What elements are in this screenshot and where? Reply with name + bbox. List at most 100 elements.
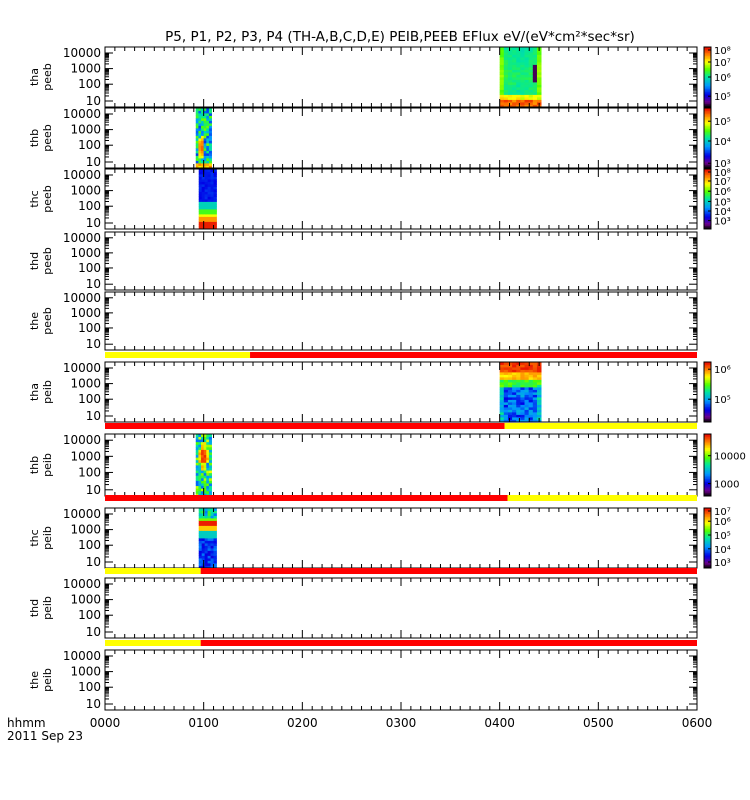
- spectrogram-cell: [499, 414, 505, 418]
- spectrogram-cell: [532, 369, 538, 373]
- spectrogram-cell: [524, 67, 530, 70]
- spectrogram-cell: [207, 528, 211, 531]
- spectrogram-cell: [208, 120, 212, 124]
- colorbar-step: [704, 404, 711, 406]
- colorbar-step: [704, 162, 711, 164]
- y-tick-label: 10000: [63, 107, 101, 121]
- spectrogram-cell: [213, 176, 217, 180]
- spectrogram-cell: [516, 397, 521, 400]
- spectrogram-cell: [204, 513, 209, 516]
- spectrogram-cell: [204, 221, 209, 225]
- spectrogram-cell: [499, 384, 505, 388]
- spectrogram-cell: [213, 226, 217, 230]
- spectrogram-cell: [512, 92, 517, 95]
- spectrogram-cell: [503, 54, 509, 58]
- spectrogram-cell: [201, 140, 205, 144]
- colorbar-step: [704, 488, 711, 491]
- colorbar-step: [704, 530, 711, 533]
- spectrogram-cell: [536, 367, 542, 370]
- spectrogram-cell: [207, 184, 211, 187]
- spectrogram-cell: [201, 543, 206, 546]
- spectrogram-cell: [201, 528, 206, 531]
- panel-label-instrument: peib: [41, 526, 54, 550]
- spectrogram-cell: [201, 533, 206, 536]
- panel-label-probe: tha: [28, 383, 41, 401]
- spectrogram-cell: [198, 560, 203, 564]
- spectrogram-cell: [201, 548, 206, 551]
- spectrogram-cell: [203, 488, 207, 492]
- spectrogram-cell: [201, 518, 206, 521]
- colorbar-step: [704, 541, 711, 543]
- spectrogram-cell: [201, 204, 206, 207]
- spectrogram-cell: [206, 449, 210, 453]
- spectrogram-cell: [206, 434, 210, 437]
- colorbar-step: [704, 480, 711, 483]
- colorbar-step: [704, 179, 711, 182]
- spectrogram-cell: [204, 548, 209, 551]
- spectrogram-cell: [206, 155, 210, 159]
- spectrogram-cell: [195, 108, 199, 111]
- mode-bar-yellow: [105, 640, 201, 646]
- spectrogram-cell: [528, 419, 534, 423]
- colorbar-step: [704, 381, 711, 384]
- spectrogram-cell: [208, 477, 212, 481]
- spectrogram-cell: [532, 382, 538, 385]
- spectrogram-cell: [528, 99, 534, 103]
- colorbar-step: [704, 59, 711, 61]
- spectrogram-cell: [503, 362, 509, 365]
- spectrogram-cell: [512, 394, 517, 398]
- colorbar-step: [704, 182, 711, 185]
- colorbar-tick-label: 10⁴: [714, 207, 731, 218]
- spectrogram-cell: [516, 392, 521, 395]
- spectrogram-cell: [516, 92, 521, 95]
- spectrogram-cell: [201, 555, 206, 559]
- spectrogram-cell: [201, 158, 205, 161]
- spectrogram-cell: [528, 392, 534, 395]
- spectrogram-cell: [210, 196, 214, 200]
- spectrogram-cell: [204, 523, 209, 526]
- colorbar-tick-label: 10³: [714, 558, 731, 569]
- colorbar-step: [704, 129, 711, 131]
- spectrogram-cell: [503, 392, 509, 395]
- spectrogram-cell: [528, 367, 534, 370]
- colorbar-step: [704, 188, 711, 191]
- spectrogram-cell: [532, 59, 538, 63]
- colorbar-step: [704, 465, 711, 468]
- spectrogram-cell: [507, 62, 513, 65]
- spectrogram-cell: [536, 87, 542, 90]
- spectrogram-cell: [208, 439, 212, 443]
- spectrogram-cell: [520, 74, 525, 78]
- spectrogram-cell: [210, 560, 214, 564]
- panel-frame: [104, 577, 698, 639]
- colorbar-step: [704, 194, 711, 197]
- spectrogram-cell: [203, 446, 207, 450]
- spectrogram-cell: [536, 374, 542, 378]
- colorbar-step: [704, 118, 711, 121]
- spectrogram-cell: [503, 382, 509, 385]
- colorbar-step: [704, 205, 711, 207]
- spectrogram-cell: [198, 462, 202, 466]
- spectrogram-cell: [207, 209, 211, 212]
- spectrogram-cell: [507, 384, 513, 388]
- spectrogram-cell: [516, 389, 521, 393]
- spectrogram-cell: [213, 538, 217, 541]
- spectrogram-cell: [524, 399, 530, 403]
- spectrogram-cell: [198, 113, 202, 116]
- spectrogram-cell: [516, 77, 521, 80]
- colorbar-step: [704, 478, 711, 481]
- colorbar-step: [704, 544, 711, 546]
- mode-bar-yellow: [507, 495, 697, 501]
- spectrogram-cell: [198, 115, 202, 119]
- spectrogram-cell: [198, 563, 203, 566]
- spectrogram-cell: [201, 135, 205, 139]
- y-tick-label: 10: [86, 337, 101, 351]
- spectrogram-cell: [524, 87, 530, 90]
- spectrogram-cell: [507, 362, 513, 365]
- spectrogram-cell: [195, 465, 199, 468]
- spectrogram-cell: [512, 94, 517, 98]
- spectrogram-cell: [512, 407, 517, 410]
- spectrogram-cell: [520, 77, 525, 80]
- spectrogram-cell: [536, 412, 542, 415]
- spectrogram-cell: [528, 102, 534, 105]
- colorbar-step: [704, 176, 711, 179]
